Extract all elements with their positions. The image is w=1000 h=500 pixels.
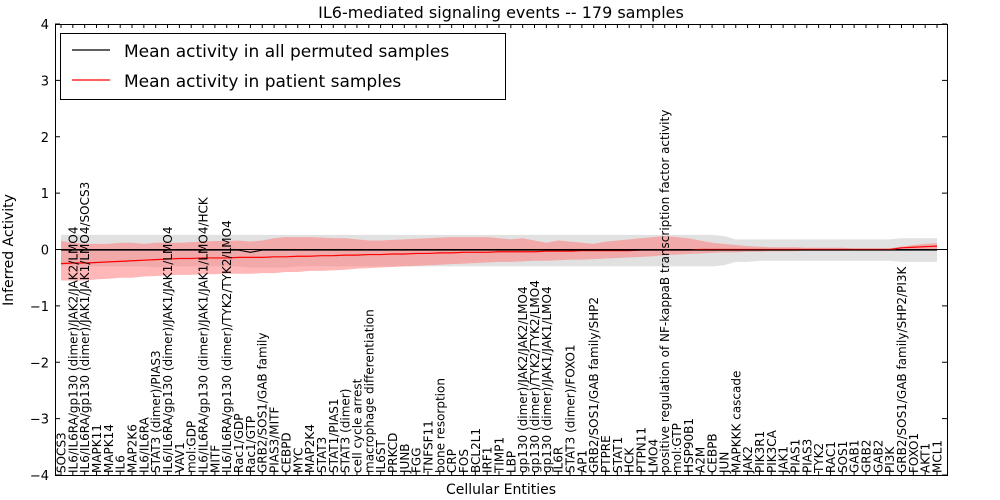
x-tick-label: MAPK11	[90, 424, 104, 473]
y-tick-label: 0	[41, 244, 49, 259]
y-tick-label: 1	[41, 187, 49, 202]
x-tick-label: FOXO1	[907, 433, 921, 473]
x-tick-label: TYK2	[812, 443, 826, 474]
x-tick-label: GRB2/SOS1/GAB family	[256, 333, 270, 474]
x-tick-label: BCL2L1	[469, 428, 483, 473]
x-tick-label: PIK3R1	[753, 431, 767, 473]
x-tick-label: RAC1	[824, 441, 838, 473]
x-tick-label: gp130 (dimer)/JAK2/JAK2/LMO4	[516, 286, 530, 473]
x-tick-label: Rac1/GTP	[244, 416, 258, 473]
y-tick-label: −4	[30, 469, 49, 484]
x-tick-label: MYC	[291, 448, 305, 473]
x-tick-label: mol:GDP	[185, 421, 199, 473]
x-tick-label: STAT3 (dimer)/FOXO1	[564, 344, 578, 473]
x-tick-label: MAPKKK cascade	[729, 371, 743, 473]
x-tick-label: CEBPD	[279, 432, 293, 473]
x-tick-label: PIAS3/MITF	[268, 406, 282, 473]
x-tick-label: STAT3 (dimer)/PIAS3	[149, 350, 163, 473]
band-patient	[61, 235, 937, 281]
x-tick-label: JUNB	[398, 443, 412, 474]
y-axis: −4 −3 −2 −1 0 1 2 3 4	[30, 18, 947, 484]
x-tick-label: mol:GTP	[670, 423, 684, 473]
x-tick-label: MAPK14	[102, 424, 116, 473]
y-tick-label: −2	[30, 356, 49, 371]
x-tick-label: PTPN11	[635, 427, 649, 473]
x-tick-label: JUN	[717, 452, 731, 474]
bands-layer	[61, 234, 937, 281]
series-line-permuted	[61, 249, 937, 253]
legend-label-patient: Mean activity in patient samples	[124, 72, 401, 92]
x-tick-label: IL6/IL6RA	[137, 416, 151, 473]
y-tick-label: 4	[41, 18, 49, 33]
x-tick-label: macrophage differentiation	[362, 309, 376, 473]
x-tick-label: STAT3 (dimer)	[339, 389, 353, 473]
x-tick-label: bone resorption	[433, 378, 447, 473]
y-tick-label: −3	[30, 413, 49, 428]
x-tick-label: HCK	[623, 447, 637, 473]
x-tick-label: gp130 (dimer)/JAK1/JAK1/LMO4	[540, 286, 554, 473]
lines-layer	[55, 245, 947, 265]
y-axis-label: Inferred Activity	[1, 194, 17, 306]
x-tick-label: TNFSF11	[421, 420, 435, 474]
y-tick-label: 3	[41, 74, 49, 89]
x-tick-label: AKT1	[919, 443, 933, 473]
x-tick-label: SOCS3	[55, 432, 69, 473]
x-tick-label: PIAS1	[788, 439, 802, 473]
chart-title: IL6-mediated signaling events -- 179 sam…	[318, 3, 684, 22]
x-tick-label: AP1	[575, 450, 589, 473]
x-tick-label: IL6R	[552, 447, 566, 473]
legend-label-permuted: Mean activity in all permuted samples	[124, 42, 449, 62]
x-axis-label: Cellular Entities	[446, 482, 556, 498]
x-tick-label: Rac1/GDP	[232, 414, 246, 473]
x-tick-label: PRKCD	[386, 433, 400, 473]
x-tick-label: GAB2	[871, 440, 885, 473]
x-tick-label: MAP2K4	[303, 424, 317, 473]
x-tick-label: IL6ST	[374, 440, 388, 473]
legend: Mean activity in all permuted samples Me…	[60, 33, 506, 100]
x-tick-label: PIK3CA	[765, 429, 779, 473]
x-tick-label: FGG	[410, 448, 424, 474]
plot-frame	[55, 24, 948, 476]
x-tick-label: CEBPB	[706, 433, 720, 473]
x-tick-label: IL6/IL6RA/gp130 (dimer)/JAK2/JAK2/LMO4	[66, 227, 80, 473]
x-tick-label: gp130 (dimer)/TYK2/TYK2/LMO4	[528, 280, 542, 473]
x-tick-label: VAV1	[173, 442, 187, 473]
x-tick-label: GRB2	[859, 439, 873, 473]
x-tick-label: IL6/IL6RA/gp130 (dimer)/JAK1/JAK1/LMO4/S…	[78, 182, 92, 473]
x-tick-label: STAT3	[315, 437, 329, 473]
x-tick-label: PI3K	[883, 446, 897, 473]
x-tick-label: TIMP1	[493, 437, 507, 474]
y-tick-label: −1	[30, 300, 49, 315]
x-tick-label: A2M	[694, 447, 708, 473]
x-tick-label: STAT1/PIAS1	[327, 398, 341, 473]
x-tick-label: FOS	[457, 449, 471, 473]
x-tick-label: PTPRE	[599, 435, 613, 473]
x-tick-label: JAK2	[741, 446, 755, 474]
x-tick-label: HSP90B1	[682, 418, 696, 473]
y-tick-label: 2	[41, 131, 49, 146]
x-tick-label: MITF	[208, 445, 222, 473]
x-tick-label: positive regulation of NF-kappaB transcr…	[658, 110, 672, 473]
x-tick-label: GRB2/SOS1/GAB family/SHP2	[587, 297, 601, 473]
legend-box	[60, 33, 506, 100]
x-tick-label: LBP	[504, 451, 518, 473]
x-tick-label: IL6	[114, 455, 128, 473]
x-tick-label: IL6/IL6RA/gp130 (dimer)/JAK1/JAK1/LMO4/H…	[197, 196, 211, 473]
x-tick-label: SOS1	[836, 441, 850, 473]
x-tick-label: JAK1	[777, 446, 791, 474]
x-tick-label: IL6/IL6RA/gp130 (dimer)/TYK2/TYK2/LMO4	[220, 220, 234, 473]
x-tick-label: CRP	[445, 449, 459, 473]
x-tick-label: LMO4	[646, 439, 660, 473]
x-tick-label: MCL1	[931, 440, 945, 473]
x-tick-label: IL6/IL6RA/gp130 (dimer)/JAK1/JAK1/LMO4	[161, 227, 175, 473]
x-tick-label: cell cycle arrest	[350, 378, 364, 473]
x-tick-label: PIAS3	[800, 439, 814, 473]
x-tick-label: GAB1	[848, 440, 862, 473]
x-tick-label: MAP2K6	[126, 424, 140, 473]
x-tick-label: IRF1	[481, 447, 495, 473]
x-tick-label: GRB2/SOS1/GAB family/SHP2/PI3K	[895, 265, 909, 473]
x-tick-label: STAT1	[611, 437, 625, 473]
